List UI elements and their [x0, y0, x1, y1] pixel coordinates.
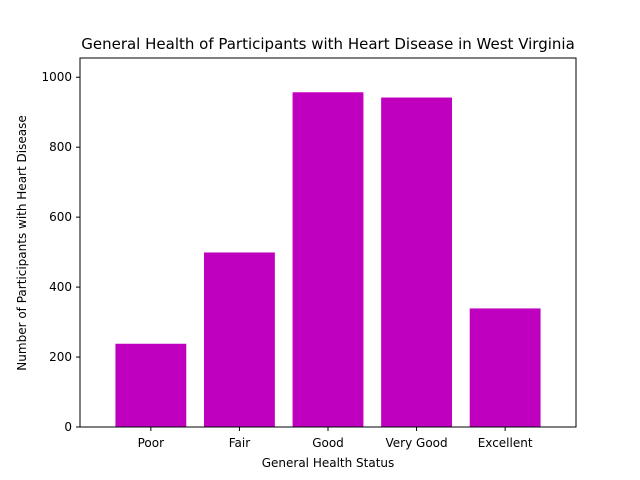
- y-tick-label: 400: [49, 280, 72, 294]
- plot-frame: [79, 57, 577, 428]
- x-tick-label: Poor: [138, 436, 164, 450]
- y-axis-label: Number of Participants with Heart Diseas…: [15, 115, 29, 370]
- bar-very-good: [381, 97, 452, 427]
- chart-title: General Health of Participants with Hear…: [81, 35, 575, 53]
- bar-good: [292, 92, 364, 427]
- y-tick-label: 200: [49, 350, 72, 364]
- y-tick-label: 0: [64, 420, 72, 434]
- x-tick-label: Fair: [229, 436, 250, 450]
- bars-group: [115, 92, 541, 427]
- x-axis-ticks: Poor Fair Good Very Good Excellent: [138, 427, 533, 450]
- x-tick-label: Excellent: [478, 436, 533, 450]
- y-tick-label: 1000: [41, 70, 72, 84]
- x-axis-label: General Health Status: [262, 456, 395, 470]
- y-axis-ticks: 0 200 400 600 800 1000: [41, 70, 80, 434]
- bar-poor: [115, 343, 187, 427]
- bar-excellent: [469, 308, 541, 427]
- y-tick-label: 600: [49, 210, 72, 224]
- y-tick-label: 800: [49, 140, 72, 154]
- x-tick-label: Good: [312, 436, 344, 450]
- x-tick-label: Very Good: [386, 436, 448, 450]
- bar-fair: [204, 252, 275, 427]
